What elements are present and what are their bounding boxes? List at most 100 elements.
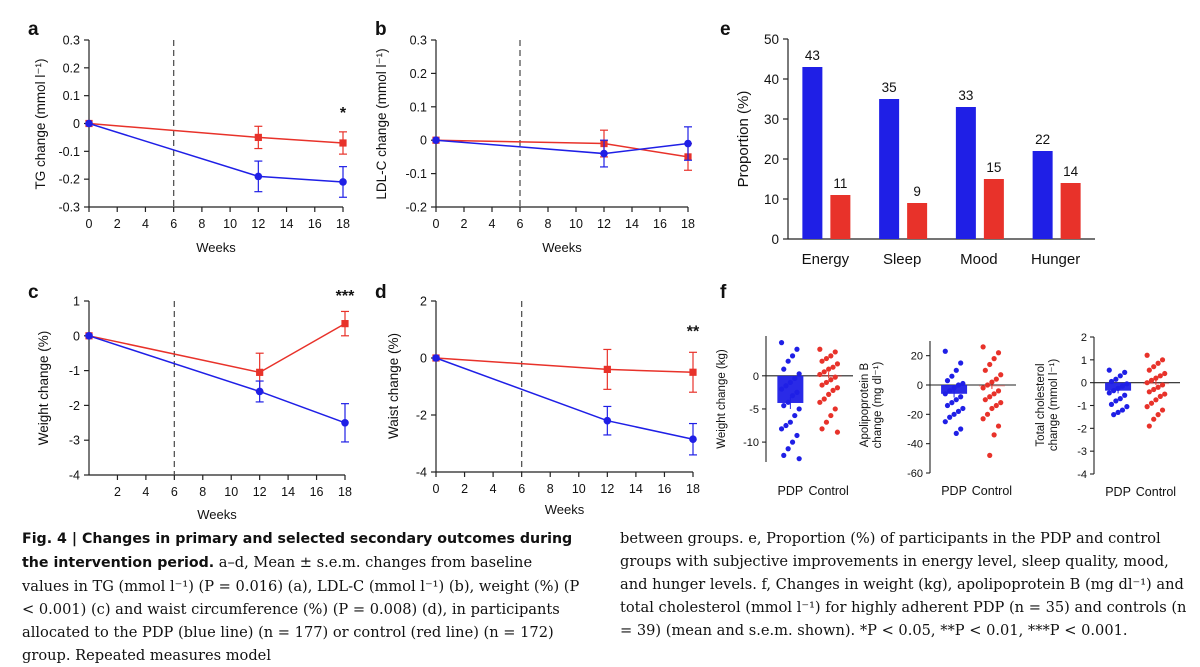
data-point-control (254, 133, 262, 142)
data-point-pdp (781, 403, 787, 409)
data-point-pdp (1122, 369, 1128, 375)
data-point-control (993, 376, 999, 382)
category-label: Control (808, 484, 848, 498)
data-point-pdp (778, 340, 785, 346)
data-point-control (987, 394, 993, 400)
x-tick-label: 10 (224, 485, 238, 499)
chart-e: 50 40 30 20 10 0 Proportion (%) 43 11 Energy 35 9 Sl… (735, 32, 1095, 268)
data-point-pdp (794, 346, 800, 352)
data-point-pdp (955, 382, 962, 388)
data-point-control (832, 349, 838, 355)
data-point-pdp (1111, 412, 1117, 418)
x-tick-label: 10 (223, 217, 237, 231)
data-point-control (823, 355, 830, 362)
data-point-control (1155, 360, 1161, 366)
category-label: PDP (941, 484, 967, 498)
x-tick-label: 4 (489, 217, 496, 231)
bar-value-label: 9 (913, 184, 921, 199)
y-tick-label: -4 (69, 469, 80, 483)
x-tick-label: 16 (657, 482, 671, 496)
y-tick-label: 50 (764, 32, 779, 47)
data-point-control (830, 364, 836, 370)
data-point-control (991, 356, 997, 362)
chart-f2: 20 0 -20 -40 -60 Apolipoprotein Bchange (mg d… (859, 341, 1016, 498)
y-axis-label: Proportion (%) (735, 91, 752, 188)
x-axis-label: Weeks (196, 240, 236, 255)
x-tick-label: 4 (142, 485, 149, 499)
data-point-control (1146, 423, 1152, 429)
data-point-control (834, 385, 841, 391)
bar-value-label: 43 (805, 48, 820, 63)
data-point-control (1151, 386, 1157, 393)
data-point-pdp (783, 422, 789, 429)
data-point-pdp (1122, 392, 1128, 398)
data-point-pdp (600, 149, 608, 158)
data-point-pdp (792, 412, 798, 419)
y-tick-label: 1 (1081, 355, 1087, 367)
y-tick-label: -0.1 (58, 145, 80, 159)
figure-caption-right: between groups. e, Proportion (%) of par… (620, 527, 1190, 642)
x-tick-label: 8 (547, 482, 554, 496)
data-point-control (995, 388, 1002, 394)
x-tick-label: 18 (686, 482, 700, 496)
x-tick-label: 18 (338, 485, 352, 499)
x-axis-label: Weeks (542, 240, 582, 255)
y-tick-label: 1 (73, 295, 80, 309)
caption-right-text: between groups. e, Proportion (%) of par… (620, 530, 1187, 639)
data-point-pdp (1117, 373, 1123, 379)
data-point-pdp (255, 387, 264, 396)
x-tick-label: 6 (171, 485, 178, 499)
significance-marker: ** (687, 324, 700, 341)
bar-value-label: 15 (986, 160, 1001, 175)
data-point-control (819, 382, 825, 388)
category-label: Sleep (883, 251, 921, 268)
bar-value-label: 35 (882, 80, 897, 95)
y-tick-label: -0.1 (405, 167, 427, 181)
x-tick-label: 0 (86, 217, 93, 231)
data-point-pdp (944, 378, 951, 384)
y-axis-label: Waist change (%) (386, 333, 401, 439)
data-point-pdp (85, 332, 93, 340)
category-label: Mood (960, 251, 998, 268)
data-point-pdp (1117, 396, 1123, 402)
y-tick-label: -3 (69, 434, 80, 448)
data-point-pdp (958, 360, 964, 366)
data-point-pdp (942, 348, 948, 354)
bar-value-label: 22 (1035, 132, 1050, 147)
data-point-control (1153, 397, 1159, 403)
data-point-control (817, 346, 823, 352)
data-point-control (982, 397, 988, 403)
bar-control-hunger (1060, 183, 1081, 239)
chart-d: 2 0 -2 -4 0 2 4 6 8 10 12 14 16 18 Weeks Waist change (… (386, 295, 700, 518)
y-tick-label: -4 (1077, 469, 1087, 481)
data-point-control (821, 369, 827, 375)
data-point-pdp (1113, 376, 1119, 382)
y-tick-label: 0 (73, 117, 80, 131)
data-point-pdp (951, 411, 957, 417)
x-tick-label: 8 (198, 217, 205, 231)
data-point-control (821, 396, 827, 402)
data-point-control (987, 361, 993, 368)
data-point-pdp (785, 358, 791, 364)
data-point-control (1159, 382, 1166, 388)
y-axis-label: Weight change (%) (36, 331, 51, 446)
data-point-pdp (432, 354, 440, 362)
bar-pdp-mood (955, 107, 976, 239)
y-tick-label: 0.2 (410, 67, 427, 81)
y-tick-label: -60 (907, 468, 923, 480)
data-point-pdp (796, 406, 802, 412)
data-point-pdp (1113, 398, 1119, 404)
x-tick-label: 14 (625, 217, 639, 231)
data-point-pdp (778, 386, 785, 392)
data-point-control (989, 405, 995, 412)
y-tick-label: 0 (753, 371, 759, 383)
x-tick-label: 4 (490, 482, 497, 496)
data-point-control (1146, 389, 1152, 395)
data-point-pdp (1119, 383, 1126, 389)
data-point-pdp (949, 373, 955, 379)
y-tick-label: 40 (764, 72, 779, 87)
data-point-pdp (785, 446, 791, 452)
data-point-control (339, 139, 347, 147)
